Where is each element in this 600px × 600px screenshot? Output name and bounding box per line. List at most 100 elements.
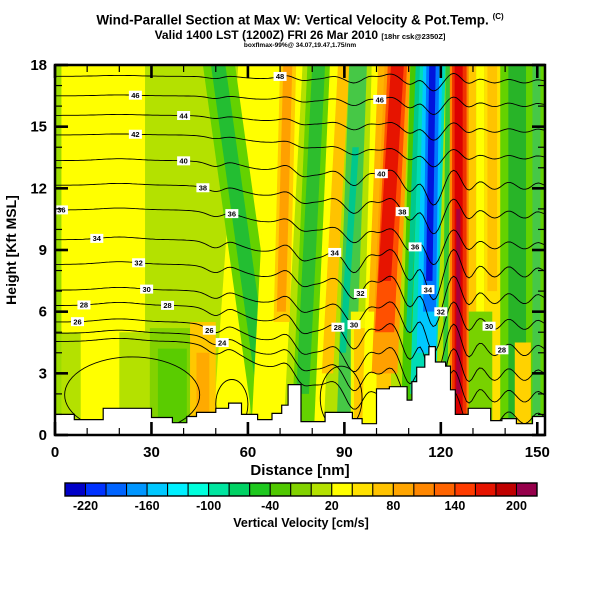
contour-label: 48: [276, 72, 284, 81]
forecast-note: [18hr csk@2350Z]: [381, 32, 446, 41]
contour-label: 28: [498, 346, 506, 355]
plot-title-units: (C): [492, 12, 504, 21]
contour-line: [55, 72, 545, 92]
contour-line: [55, 236, 545, 301]
velocity-stripe: [468, 311, 493, 435]
contour-label: 28: [334, 323, 342, 332]
velocity-stripe: [276, 65, 293, 312]
colorbar-label: -220: [73, 499, 98, 513]
velocity-stripe: [378, 65, 404, 281]
contour-line: [55, 113, 545, 141]
colorbar-cell: [167, 482, 189, 497]
contour-label: 34: [331, 248, 340, 257]
colorbar-cell: [392, 482, 415, 497]
colorbar-cell: [454, 482, 476, 497]
contour-label-box: [421, 285, 435, 295]
plot-subtitle: Valid 1400 LST (1200Z) FRI 26 Mar 2010 […: [0, 28, 600, 42]
contour-label-box: [225, 209, 239, 219]
colorbar-label: 20: [325, 499, 339, 513]
contour-line: [55, 286, 545, 353]
contour-label: 44: [179, 111, 188, 120]
colorbar-cell: [495, 482, 517, 497]
colorbar-cell: [105, 482, 128, 497]
contour-label: 30: [142, 285, 150, 294]
contour-label-box: [196, 183, 210, 193]
contour-label: 26: [73, 317, 81, 326]
colorbar-cell: [290, 482, 312, 497]
contour-label: 36: [411, 243, 419, 252]
contour-label-box: [408, 242, 422, 252]
y-axis-title: Height [Kft MSL]: [3, 195, 19, 305]
colorbar-label: -100: [196, 499, 221, 513]
contour-label-box: [177, 156, 191, 166]
velocity-stripe: [61, 65, 146, 333]
contour-label: 40: [377, 169, 385, 178]
velocity-stripe: [487, 65, 498, 292]
contour-label-box: [395, 207, 409, 217]
contour-label: 40: [179, 157, 187, 166]
contour-label-box: [128, 129, 142, 139]
colorbar-cell: [269, 482, 292, 497]
contour-label-box: [71, 317, 85, 327]
velocity-stripe: [476, 65, 485, 312]
colorbar-frame: [64, 482, 538, 497]
contour-label-box: [434, 307, 448, 317]
contour-label: 46: [376, 95, 384, 104]
contour-label: 32: [356, 289, 364, 298]
contour-label-box: [328, 247, 342, 257]
velocity-stripe: [514, 342, 531, 435]
contour-label: 24: [218, 338, 227, 347]
y-tick-label: 3: [39, 365, 47, 382]
contour-label: 38: [199, 184, 207, 193]
colorbar-caption: Vertical Velocity [cm/s]: [233, 516, 369, 530]
contour-line: [55, 182, 545, 235]
contour-label-box: [215, 338, 229, 348]
colorbar-cell: [249, 482, 271, 497]
colorbar: -220 -160 -100 -40 20 80 140 200 Vertical Veloci…: [64, 482, 538, 530]
contour-line: [55, 158, 545, 206]
contour-line: [55, 318, 545, 408]
velocity-stripe: [456, 208, 461, 394]
contour-label-box: [140, 284, 154, 294]
contour-line: [55, 301, 545, 383]
velocity-stripe: [321, 65, 350, 374]
contour-line: [55, 207, 545, 266]
colorbar-cell: [126, 482, 148, 497]
colorbar-label: -160: [135, 499, 160, 513]
contour-label: 28: [80, 301, 88, 310]
colorbar-cell: [85, 482, 107, 497]
colorbar-label: -40: [261, 499, 279, 513]
x-tick-label: 120: [428, 444, 453, 461]
plot-title-text: Wind-Parallel Section at Max W: Vertical…: [96, 12, 489, 28]
contour-label-box: [373, 94, 387, 104]
colorbar-cell: [372, 482, 394, 497]
colorbar-cell: [413, 482, 435, 497]
contour-label: 38: [398, 207, 406, 216]
y-tick-label: 12: [30, 180, 47, 197]
plot-interior: 46 42 48 46 44 40 38 36 36 34 32 30 28 26 28 24 34 32 30 28…: [55, 65, 545, 435]
colorbar-cell: [433, 482, 456, 497]
terrain-profile: [55, 346, 545, 435]
y-tick-label: 9: [39, 242, 47, 259]
contour-label-box: [77, 300, 91, 310]
x-tick-label: 150: [525, 444, 550, 461]
contour-label: 46: [131, 91, 139, 100]
velocity-stripe: [313, 65, 340, 435]
colorbar-cell: [351, 482, 374, 497]
colorbar-cell: [515, 482, 538, 497]
velocity-stripe: [339, 147, 359, 353]
colorbar-cell: [187, 482, 210, 497]
contour-label: 32: [437, 308, 445, 317]
contour-label-box: [347, 320, 361, 330]
colorbar-cell: [208, 482, 230, 497]
contour-label: 34: [93, 234, 102, 243]
contour-label-box: [202, 325, 216, 335]
contour-label-box: [495, 345, 509, 355]
colorbar-cell: [146, 482, 169, 497]
contour-label-box: [132, 258, 146, 268]
contour-label: 28: [163, 301, 171, 310]
velocity-stripe: [157, 348, 187, 435]
contour-label-box: [161, 300, 175, 310]
contour-label: 42: [131, 130, 139, 139]
